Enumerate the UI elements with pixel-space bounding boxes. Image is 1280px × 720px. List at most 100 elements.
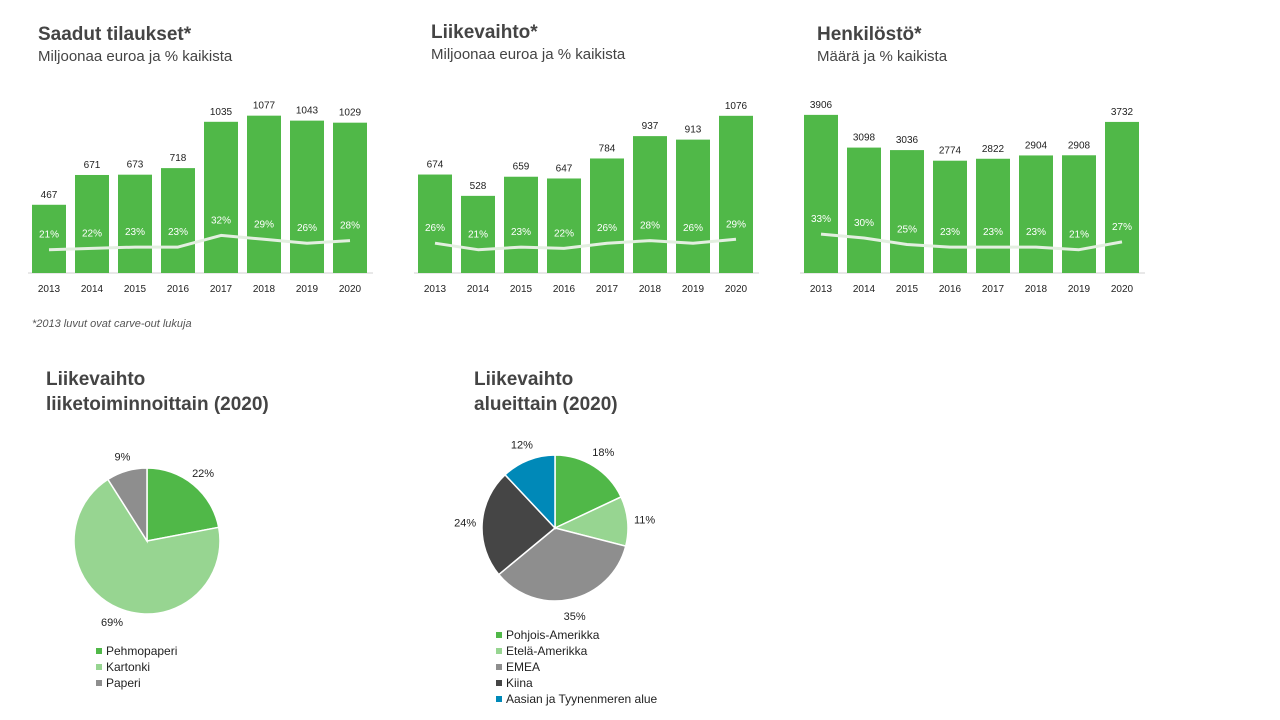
- legend-item: EMEA: [496, 659, 657, 675]
- bar-value-label: 1077: [253, 101, 276, 112]
- x-tick-label: 2015: [124, 284, 147, 295]
- pie-slice: [503, 454, 556, 530]
- bar-value-label: 913: [685, 125, 702, 136]
- pie-slice: [106, 467, 148, 544]
- share-label: 23%: [511, 227, 531, 238]
- pie-slice-label: 18%: [592, 447, 614, 459]
- bar-value-label: 659: [513, 162, 530, 173]
- pie-slice: [146, 467, 220, 542]
- x-tick-label: 2019: [682, 284, 705, 295]
- x-tick-label: 2018: [639, 284, 662, 295]
- bar-value-label: 3732: [1111, 107, 1134, 118]
- legend-swatch: [496, 664, 502, 670]
- bar: [676, 139, 710, 273]
- bar-value-label: 1035: [210, 107, 233, 118]
- bar: [719, 115, 753, 274]
- share-label: 23%: [940, 227, 960, 238]
- legend-item: Aasian ja Tyynenmeren alue: [496, 691, 657, 707]
- bar: [418, 174, 452, 273]
- pie-slice-label: 22%: [192, 468, 214, 480]
- segment-pie-chart: 22% 69% 9%: [73, 451, 221, 629]
- legend-label: Pehmopaperi: [106, 644, 178, 658]
- chart3-subtitle: Määrä ja % kaikista: [817, 48, 948, 65]
- x-tick-label: 2016: [939, 284, 962, 295]
- pie-slice-label: 12%: [511, 439, 533, 451]
- chart2-subtitle: Miljoonaa euroa ja % kaikista: [431, 46, 626, 63]
- bar: [1019, 155, 1053, 273]
- pie-slice-label: 9%: [114, 451, 130, 463]
- personnel-bar-chart: 3906 2013 3098 2014 3036 2015 2774 2016 2822 2017…: [800, 100, 1145, 295]
- revenue-bar-chart: 674 2013 528 2014 659 2015 647 2016 784 2017 937 20…: [414, 101, 759, 295]
- share-label: 28%: [640, 221, 660, 232]
- share-label: 26%: [683, 223, 703, 234]
- x-tick-label: 2016: [553, 284, 576, 295]
- pie-slice: [73, 478, 221, 615]
- region-legend: Pohjois-Amerikka Etelä-Amerikka EMEA Kiina A…: [496, 627, 657, 707]
- bar: [804, 114, 838, 273]
- bar: [890, 150, 924, 273]
- share-label: 22%: [82, 228, 102, 239]
- chart2-title: Liikevaihto*: [431, 22, 538, 43]
- pie2-title-line1: Liikevaihto: [474, 369, 574, 390]
- bar-value-label: 674: [427, 160, 444, 171]
- bar-value-label: 784: [599, 143, 616, 154]
- region-pie-chart: 18% 11% 35% 24% 12%: [454, 439, 655, 623]
- x-tick-label: 2020: [725, 284, 748, 295]
- bar: [1105, 121, 1139, 273]
- share-label: 33%: [811, 214, 831, 225]
- x-tick-label: 2013: [38, 284, 61, 295]
- bar-value-label: 1076: [725, 101, 748, 112]
- pie-slice: [481, 473, 557, 576]
- bar-value-label: 673: [127, 160, 144, 171]
- pie2-title-line2: alueittain (2020): [474, 394, 618, 415]
- bar: [32, 204, 66, 273]
- x-tick-label: 2015: [510, 284, 533, 295]
- x-tick-label: 2013: [424, 284, 447, 295]
- x-tick-label: 2014: [467, 284, 490, 295]
- share-label: 23%: [1026, 227, 1046, 238]
- legend-item: Paperi: [96, 675, 177, 691]
- bar-value-label: 3906: [810, 100, 833, 111]
- share-label: 23%: [983, 227, 1003, 238]
- bar-value-label: 467: [41, 190, 58, 201]
- bar-value-label: 3098: [853, 133, 876, 144]
- share-label: 21%: [1069, 230, 1089, 241]
- bar-value-label: 2908: [1068, 140, 1091, 151]
- x-tick-label: 2017: [596, 284, 619, 295]
- legend-swatch: [496, 648, 502, 654]
- share-label: 21%: [468, 230, 488, 241]
- bar: [75, 174, 109, 273]
- legend-swatch: [496, 632, 502, 638]
- share-label: 32%: [211, 215, 231, 226]
- share-label: 27%: [1112, 222, 1132, 233]
- legend-item: Pohjois-Amerikka: [496, 627, 657, 643]
- bar: [290, 120, 324, 273]
- pie-slice: [554, 454, 623, 530]
- segment-legend: Pehmopaperi Kartonki Paperi: [96, 643, 177, 691]
- bar-value-label: 671: [84, 160, 101, 171]
- share-trend-line: [434, 237, 737, 252]
- legend-swatch: [496, 696, 502, 702]
- legend-item: Pehmopaperi: [96, 643, 177, 659]
- share-label: 23%: [168, 227, 188, 238]
- bar: [118, 174, 152, 273]
- legend-label: Kiina: [506, 676, 533, 690]
- chart1-subtitle: Miljoonaa euroa ja % kaikista: [38, 48, 233, 65]
- share-label: 25%: [897, 225, 917, 236]
- bar-value-label: 937: [642, 121, 659, 132]
- x-tick-label: 2014: [853, 284, 876, 295]
- legend-item: Etelä-Amerikka: [496, 643, 657, 659]
- bar-value-label: 1043: [296, 106, 319, 117]
- x-tick-label: 2019: [1068, 284, 1091, 295]
- legend-swatch: [496, 680, 502, 686]
- x-tick-label: 2017: [982, 284, 1005, 295]
- pie1-title-line2: liiketoiminnoittain (2020): [46, 394, 269, 415]
- bar-value-label: 1029: [339, 108, 362, 119]
- legend-label: Pohjois-Amerikka: [506, 628, 600, 642]
- legend-label: Kartonki: [106, 660, 151, 674]
- bar: [1062, 155, 1096, 273]
- bar: [247, 115, 281, 273]
- x-tick-label: 2016: [167, 284, 190, 295]
- x-tick-label: 2020: [1111, 284, 1134, 295]
- bar: [204, 121, 238, 273]
